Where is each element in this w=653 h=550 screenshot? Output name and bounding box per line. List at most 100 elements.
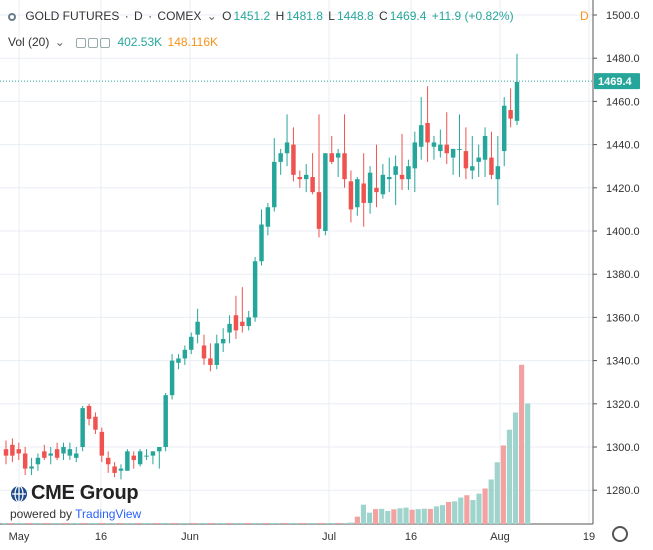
close-value: 1469.4 xyxy=(389,9,427,23)
globe-icon xyxy=(11,484,27,503)
volume-bar xyxy=(32,522,38,524)
remove-icon[interactable] xyxy=(100,37,111,48)
eye-icon[interactable] xyxy=(76,37,87,48)
y-tick-label: 1400.0 xyxy=(606,226,640,238)
settings-gear-icon[interactable] xyxy=(612,526,628,542)
candle-body xyxy=(514,81,520,121)
open-value: 1451.2 xyxy=(233,9,271,23)
candle-body xyxy=(406,166,411,180)
candle-body xyxy=(399,174,405,180)
candle-body xyxy=(265,207,271,227)
volume-indicator-label[interactable]: Vol (20) xyxy=(8,35,50,49)
volume-bar xyxy=(318,522,324,524)
chevron-down-icon[interactable]: ⌄ xyxy=(206,9,217,23)
candle-body xyxy=(208,358,213,365)
candle-body xyxy=(189,336,194,350)
low-label: L xyxy=(328,9,335,23)
candle-body xyxy=(150,451,156,456)
symbol-name[interactable]: GOLD FUTURES xyxy=(25,9,120,23)
candle-body xyxy=(169,360,175,396)
open-label: O xyxy=(222,9,232,23)
volume-bar xyxy=(519,364,525,524)
candle-body xyxy=(22,453,28,469)
volume-bar xyxy=(482,488,488,524)
candle-body xyxy=(316,192,322,229)
last-price-box xyxy=(594,73,640,90)
volume-bar xyxy=(239,522,245,524)
volume-bar xyxy=(342,522,348,524)
candle-body xyxy=(297,177,303,180)
candle-body xyxy=(470,166,475,171)
candle-body xyxy=(342,153,347,180)
volume-bar xyxy=(269,522,275,524)
volume-bar xyxy=(403,507,409,524)
exchange: COMEX xyxy=(157,9,202,23)
volume-bar xyxy=(184,522,190,524)
candle-body xyxy=(476,157,481,162)
candle-body xyxy=(431,142,437,147)
candle-body xyxy=(272,161,277,208)
candle-body xyxy=(489,157,494,175)
volume-bar xyxy=(233,522,239,524)
candle-body xyxy=(54,449,60,458)
y-tick-label: 1460.0 xyxy=(606,96,640,108)
volume-bar xyxy=(306,522,312,524)
collapse-icon[interactable] xyxy=(8,12,16,21)
volume-bar xyxy=(391,509,397,524)
volume-bar xyxy=(464,495,470,524)
candle-body xyxy=(16,449,22,454)
volume-bar xyxy=(300,522,306,524)
volume-bar xyxy=(257,522,263,524)
volume-bar xyxy=(470,500,476,524)
volume-bar xyxy=(117,522,123,524)
candle-body xyxy=(137,451,143,465)
chevron-down-icon[interactable]: ⌄ xyxy=(54,35,65,49)
candle-body xyxy=(86,405,92,419)
volume-bar xyxy=(312,522,318,524)
volume-bar xyxy=(354,516,360,524)
volume-bar xyxy=(458,497,464,524)
volume-bar xyxy=(512,412,519,524)
volume-bar xyxy=(330,522,336,524)
candle-body xyxy=(246,317,251,327)
y-tick-label: 1280.0 xyxy=(606,485,640,497)
x-tick-label: Jun xyxy=(181,531,199,543)
candle-body xyxy=(195,321,200,335)
candle-body xyxy=(176,358,181,363)
volume-bar xyxy=(525,403,531,524)
candle-body xyxy=(418,125,424,147)
candle-body xyxy=(278,153,283,162)
legend-row-1: GOLD FUTURES · D · COMEX ⌄ O 1451.2 H 1481… xyxy=(8,9,516,23)
volume-bar xyxy=(373,509,379,524)
candle-body xyxy=(374,187,379,193)
candle-body xyxy=(303,174,309,180)
high-value: 1481.8 xyxy=(286,9,323,23)
candle-body xyxy=(233,315,239,331)
volume-bar xyxy=(2,522,8,524)
candle-body xyxy=(182,349,188,359)
x-tick-label: May xyxy=(9,531,30,543)
volume-bar xyxy=(287,522,294,524)
candle-body xyxy=(310,177,315,193)
candle-body xyxy=(163,395,168,447)
volume-bar xyxy=(99,522,105,524)
y-tick-label: 1380.0 xyxy=(606,269,640,281)
candle-body xyxy=(48,453,53,456)
volume-bar xyxy=(506,429,513,524)
volume-bar xyxy=(366,512,373,524)
candle-body xyxy=(291,144,296,175)
settings-icon[interactable] xyxy=(88,37,99,48)
candle-body xyxy=(105,457,111,465)
tradingview-link[interactable]: TradingView xyxy=(75,507,142,521)
volume-bar xyxy=(44,522,50,524)
x-tick-label: 16 xyxy=(405,531,417,543)
volume-bar xyxy=(251,522,257,524)
last-price-label: 1469.4 xyxy=(598,76,633,88)
candle-body xyxy=(144,455,149,457)
volume-bar xyxy=(281,522,287,524)
candle-body xyxy=(118,468,124,471)
y-tick-label: 1420.0 xyxy=(606,183,640,195)
volume-bar xyxy=(500,445,506,524)
volume-bar xyxy=(154,522,160,524)
